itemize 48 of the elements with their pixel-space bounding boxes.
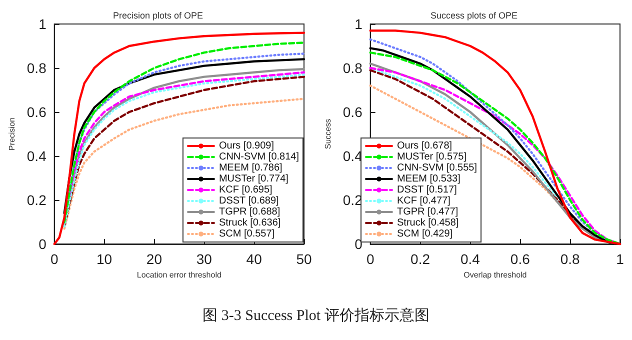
x-tick-label: 30 <box>196 251 212 267</box>
caption: 图 3-3 Success Plot 评价指标示意图 <box>202 306 430 325</box>
legend-label: Ours [0.909] <box>218 140 274 152</box>
x-tick-label: 40 <box>246 251 262 267</box>
y-tick-label: 0.8 <box>26 60 47 76</box>
legend-label: MEEM [0.533] <box>397 174 461 184</box>
y-tick-label: 1 <box>354 16 363 32</box>
y-tick-label: 0.4 <box>342 148 363 164</box>
legend-label: KCF [0.477] <box>397 196 451 206</box>
chart-title: Success plots of OPE <box>430 10 518 20</box>
x-tick-label: 10 <box>96 251 112 267</box>
y-tick-label: 0.2 <box>26 192 47 208</box>
legend-label: CNN-SVM [0.555] <box>397 162 478 174</box>
legend-label: KCF [0.695] <box>218 184 273 196</box>
chart-title: Precision plots of OPE <box>112 10 204 20</box>
legend-label: Ours [0.678] <box>397 140 452 152</box>
legend-label: SCM [0.429] <box>397 228 453 240</box>
y-axis-title: Precision <box>8 118 16 150</box>
x-tick-label: 0.4 <box>460 251 480 267</box>
legend-label: SCM [0.557] <box>218 228 275 240</box>
legend-label: TGPR [0.688] <box>218 206 280 218</box>
x-tick-label: 0.8 <box>560 251 580 267</box>
y-tick-label: 0.6 <box>26 104 47 120</box>
x-axis-title: Location error threshold <box>136 270 222 280</box>
legend-label: TGPR [0.477] <box>397 206 458 218</box>
legend-label: MUSTer [0.774] <box>218 174 289 184</box>
x-axis-title: Overlap threshold <box>464 270 527 280</box>
y-tick-label: 0.8 <box>342 60 363 76</box>
legend-label: DSST [0.517] <box>397 184 458 196</box>
legend-label: DSST [0.689] <box>218 196 280 206</box>
x-tick-label: 1 <box>616 251 624 267</box>
x-tick-label: 0 <box>50 251 58 267</box>
x-tick-label: 0.2 <box>410 251 430 267</box>
x-tick-label: 0 <box>366 251 374 267</box>
y-tick-label: 0.6 <box>342 104 363 120</box>
legend-label: CNN-SVM [0.814] <box>218 152 300 162</box>
line-series <box>63 98 306 230</box>
x-tick-label: 20 <box>146 251 162 267</box>
legend-label: Struck [0.458] <box>397 218 459 228</box>
x-tick-label: 50 <box>296 251 312 267</box>
legend-label: MEEM [0.786] <box>218 162 283 174</box>
y-tick-label: 0 <box>38 236 47 252</box>
y-tick-label: 1 <box>38 16 47 32</box>
y-axis-title: Success <box>324 118 332 150</box>
x-tick-label: 0.6 <box>510 251 530 267</box>
legend-label: Struck [0.636] <box>218 218 281 228</box>
y-tick-label: 0.4 <box>26 148 47 164</box>
legend-label: MUSTer [0.575] <box>397 152 467 162</box>
